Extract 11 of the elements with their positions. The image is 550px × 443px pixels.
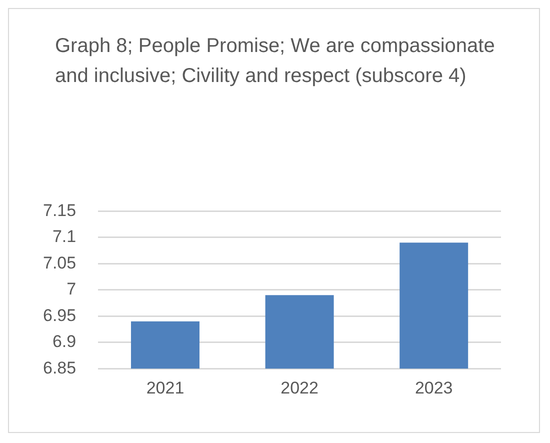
x-tick-label: 2022 [280,378,318,398]
y-tick-label: 6.9 [52,332,76,352]
y-tick-label: 7 [66,280,76,299]
y-tick-label: 7.1 [52,227,76,246]
y-tick-label: 7.05 [42,253,76,272]
x-tick-label: 2021 [146,378,184,398]
y-tick-label: 6.95 [42,306,76,325]
x-tick-label: 2023 [414,378,453,398]
y-tick-label: 7.15 [42,200,76,220]
y-tick-label: 6.85 [42,358,76,378]
chart-title: Graph 8; People Promise; We are compassionate and inclusive; Civility and respect (subscore 4) [55,34,495,89]
